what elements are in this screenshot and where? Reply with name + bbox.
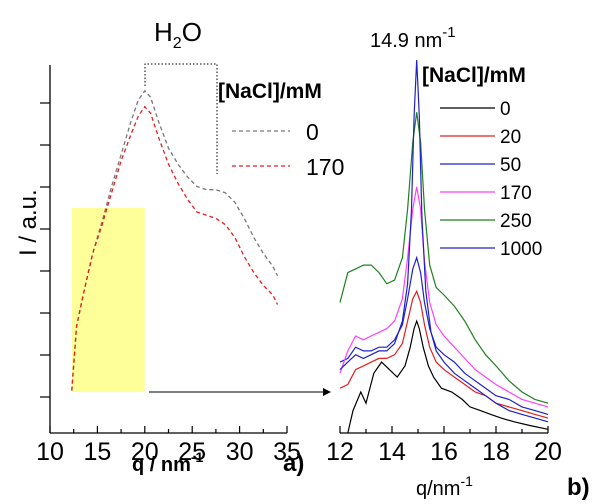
- panel-a-series-line-1: [71, 105, 279, 391]
- panel-a-legend-title: [NaCl]/mM: [218, 80, 322, 103]
- panel-a-tick-labels: 10 15 20 25 30 35: [36, 438, 301, 466]
- panel-a-x-tick-label: 35: [273, 438, 301, 466]
- panel-a-x-label: q / nm-1: [132, 449, 204, 476]
- panel-a-series-line-0: [71, 89, 279, 391]
- panel-b-x-tick-label: 16: [430, 438, 458, 466]
- legend-b-label-5: 1000: [500, 239, 542, 260]
- panel-b-series-line-2: [339, 255, 549, 415]
- panel-a-x-tick-label: 30: [226, 438, 254, 466]
- panel-b-tick-labels: 12 14 16 18 20: [326, 438, 562, 466]
- panel-a-x-tick-label: 15: [83, 438, 111, 466]
- legend-b-label-4: 250: [500, 211, 532, 232]
- legend-a-label-1: 170: [306, 154, 344, 180]
- panel-b-series-line-0: [347, 319, 549, 434]
- panel-b-x-label: q/nm-1: [416, 473, 473, 500]
- panel-b-chart: 12 14 16 18 20 14.9 nm-1 q/nm-1 b) [NaCl]/mM…: [326, 24, 590, 501]
- panel-b-x-tick-label: 20: [534, 438, 562, 466]
- highlight-region: [71, 208, 145, 392]
- panel-b-axis-ticks: [339, 426, 549, 433]
- legend-b-label-3: 170: [500, 183, 532, 204]
- panel-b-series-line-4: [339, 112, 549, 404]
- panel-b-legend: [NaCl]/mM 0 20 50 170 250 1000: [422, 64, 542, 260]
- panel-b-x-tick-label: 14: [378, 438, 406, 466]
- panel-b-label: b): [567, 474, 590, 501]
- panel-b-series: [339, 59, 549, 434]
- legend-b-label-0: 0: [500, 99, 511, 120]
- panel-b-series-line-5: [339, 59, 549, 423]
- panel-a-x-tick-label: 10: [36, 438, 64, 466]
- panel-a-y-label: I / a.u.: [15, 189, 42, 256]
- panel-a-x-tick-label: 25: [178, 438, 206, 466]
- panel-a-legend: [NaCl]/mM 0 170: [218, 80, 344, 180]
- panel-a-title: H2O: [154, 17, 202, 52]
- panel-a-x-tick-label: 20: [131, 438, 159, 466]
- panel-a-series: [71, 89, 279, 391]
- legend-a-label-0: 0: [306, 119, 319, 145]
- legend-b-label-2: 50: [500, 155, 521, 176]
- panel-a-label: a): [283, 450, 304, 477]
- panel-b-peak-label: 14.9 nm-1: [370, 24, 456, 52]
- panel-b-legend-title: [NaCl]/mM: [422, 64, 526, 87]
- peak-bracket: [144, 63, 218, 174]
- legend-b-label-1: 20: [500, 127, 521, 148]
- panel-a-axis-ticks: [40, 102, 288, 433]
- panel-b-x-tick-label: 18: [482, 438, 510, 466]
- panel-b-x-tick-label: 12: [326, 438, 354, 466]
- panel-a-chart: 10 15 20 25 30 35 H2O I / a.u. q / nm-1 a) [N…: [15, 17, 344, 477]
